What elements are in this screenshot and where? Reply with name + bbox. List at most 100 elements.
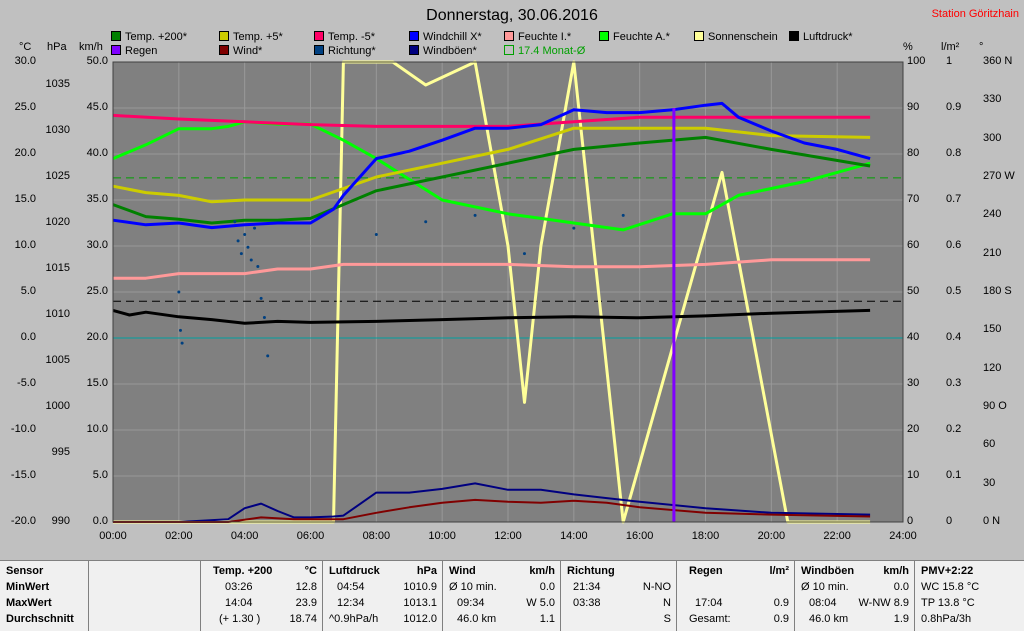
tick-time: 14:00 (560, 530, 588, 542)
legend-item-temp-200: Temp. +200* (111, 31, 187, 44)
tick-temp: 30.0 (14, 55, 36, 67)
tick-kmh: 40.0 (86, 147, 108, 159)
station-name: Station Göritzhain (931, 8, 1019, 20)
tick-time: 10:00 (428, 530, 456, 542)
row-label-max: MaxWert (6, 597, 52, 609)
druck-max-time: 12:34 (337, 597, 365, 609)
direction-point (424, 220, 428, 224)
direction-point (243, 233, 247, 236)
pmv-taupunkt: TP 13.8 °C (921, 597, 975, 609)
legend-label: Windchill X* (423, 31, 482, 43)
legend-item-temp-5: Temp. +5* (219, 31, 283, 44)
tick-hpa: 1005 (45, 354, 70, 366)
col-regen-unit: l/m² (769, 565, 789, 577)
richtung-avg-val: S (663, 613, 671, 625)
unit-pct: % (903, 41, 913, 53)
tick-deg: 0 N (983, 515, 1001, 527)
legend-item-17-4-monat: 17.4 Monat-Ø (504, 45, 585, 58)
temp-max-time: 14:04 (225, 597, 253, 609)
tick-time: 22:00 (823, 530, 851, 542)
col-regen-head: Regen (689, 565, 723, 577)
tick-deg: 150 (983, 323, 1002, 336)
col-temp: Temp. +200 °C 03:26 12.8 14:04 23.9 (+ 1.30… (200, 561, 323, 631)
tick-time: 16:00 (625, 530, 654, 542)
regen-total-label: Gesamt: (689, 613, 731, 625)
druck-min-time: 04:54 (337, 581, 365, 593)
legend-label: Sonnenschein (708, 31, 778, 43)
col-regen: Regen l/m² 17:04 0.9 Gesamt: 0.9 (676, 561, 795, 631)
direction-point (233, 220, 237, 224)
col-richtung-head: Richtung (567, 565, 615, 577)
tick-lm2: 0.4 (946, 331, 962, 343)
series-feuchte-a (112, 120, 871, 232)
chart-plot (112, 60, 904, 524)
richtung-min-val: N-NO (642, 581, 671, 593)
tick-deg: 240 (983, 208, 1002, 221)
col-wind-head: Wind (449, 565, 476, 577)
tick-kmh: 5.0 (92, 469, 108, 481)
spacer-col (88, 561, 201, 631)
legend-swatch (789, 31, 799, 41)
series-windb-en (113, 482, 871, 523)
temp-min-val: 12.8 (295, 581, 317, 593)
direction-point (374, 233, 378, 236)
col-pmv-head: PMV+2:22 (921, 565, 974, 577)
tick-time: 02:00 (165, 530, 193, 542)
tick-pct: 100 (907, 55, 926, 67)
legend-label: Windböen* (423, 45, 477, 57)
druck-min-val: 1010.9 (403, 581, 437, 593)
legend-label: Regen (125, 45, 158, 57)
tick-pct: 40 (907, 331, 920, 343)
direction-point (180, 341, 184, 345)
tick-hpa: 1015 (45, 262, 70, 274)
unit-hpa: hPa (47, 41, 67, 53)
legend-item-feuchte-a: Feuchte A.* (599, 31, 670, 44)
tick-temp: -5.0 (17, 377, 36, 389)
tick-deg: 270 W (983, 170, 1015, 182)
tick-deg: 300 (983, 131, 1002, 144)
unit-temp: °C (19, 41, 32, 53)
pmv-windchill: WC 15.8 °C (921, 581, 980, 593)
series-temp-5 (112, 113, 871, 128)
tick-lm2: 0.5 (946, 285, 962, 297)
tick-hpa: 1025 (45, 170, 70, 182)
tick-hpa: 1020 (45, 216, 70, 228)
boeen-max-time: 08:04 (809, 597, 837, 609)
tick-temp: -10.0 (10, 423, 36, 435)
tick-pct: 80 (907, 147, 920, 159)
temp-min-time: 03:26 (225, 581, 253, 593)
unit-kmh: km/h (79, 41, 103, 53)
tick-pct: 60 (907, 239, 920, 251)
tick-temp: -20.0 (10, 515, 36, 527)
legend-item-luftdruck: Luftdruck* (789, 31, 853, 44)
tick-lm2: 0.3 (946, 377, 962, 389)
series-sonnenschein (113, 60, 871, 524)
legend-swatch (314, 45, 324, 55)
tick-deg: 360 N (983, 55, 1013, 67)
tick-pct: 20 (907, 423, 920, 435)
richtung-min-time: 21:34 (573, 581, 601, 593)
legend-item-windchill-x: Windchill X* (409, 31, 482, 44)
row-label-min: MinWert (6, 581, 50, 593)
tick-time: 08:00 (362, 530, 391, 542)
row-label-sensor: Sensor (6, 565, 44, 577)
tick-lm2: 0 (946, 515, 953, 527)
legend-label: Wind* (233, 45, 263, 57)
col-pmv: PMV+2:22 WC 15.8 °C TP 13.8 °C 0.8hPa/3h (914, 561, 1024, 631)
pmv-trend: 0.8hPa/3h (921, 613, 972, 625)
unit-lm2: l/m² (941, 41, 960, 53)
wind-avg-val: 1.1 (539, 613, 555, 625)
legend-swatch (111, 31, 121, 41)
tick-time: 18:00 (691, 530, 720, 542)
tick-hpa: 995 (51, 446, 70, 458)
col-richtung: Richtung 21:34 N-NO 03:38 N S (560, 561, 677, 631)
tick-lm2: 0.7 (946, 193, 962, 205)
legend-item-sonnenschein: Sonnenschein (694, 31, 778, 44)
tick-kmh: 0.0 (92, 515, 108, 527)
legend-item-windb-en: Windböen* (409, 45, 477, 58)
tick-time: 06:00 (296, 530, 325, 542)
tick-lm2: 0.2 (946, 423, 962, 435)
tick-kmh: 35.0 (86, 193, 108, 205)
direction-point (177, 290, 181, 294)
legend-swatch (599, 31, 609, 41)
